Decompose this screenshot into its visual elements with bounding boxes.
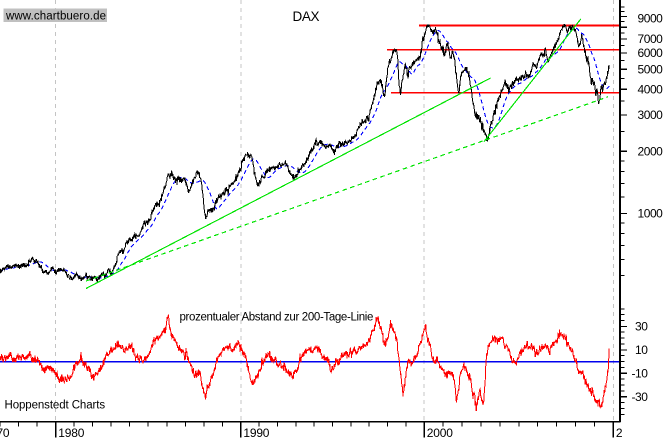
svg-text:30: 30 <box>635 320 648 334</box>
svg-text:1980: 1980 <box>58 426 84 439</box>
svg-text:prozentualer Abstand zur 200-T: prozentualer Abstand zur 200-Tage-Linie <box>180 312 374 324</box>
svg-text:DAX: DAX <box>293 9 320 24</box>
svg-text:1000: 1000 <box>638 207 664 221</box>
svg-text:1970: 1970 <box>0 426 10 439</box>
svg-text:-10: -10 <box>632 367 649 381</box>
svg-text:2000: 2000 <box>427 426 453 439</box>
svg-text:9000: 9000 <box>638 11 664 25</box>
svg-text:4000: 4000 <box>638 82 664 96</box>
svg-text:10: 10 <box>635 343 648 357</box>
svg-text:7000: 7000 <box>638 32 664 46</box>
svg-text:5000: 5000 <box>638 62 664 76</box>
svg-text:1990: 1990 <box>243 426 269 439</box>
svg-text:www.chartbuero.de: www.chartbuero.de <box>5 11 106 23</box>
svg-text:2: 2 <box>616 426 623 439</box>
svg-text:2000: 2000 <box>638 145 664 159</box>
svg-text:-30: -30 <box>632 390 649 404</box>
svg-text:3000: 3000 <box>638 108 664 122</box>
svg-text:Hoppenstedt Charts: Hoppenstedt Charts <box>5 400 106 412</box>
svg-text:6000: 6000 <box>638 46 664 60</box>
